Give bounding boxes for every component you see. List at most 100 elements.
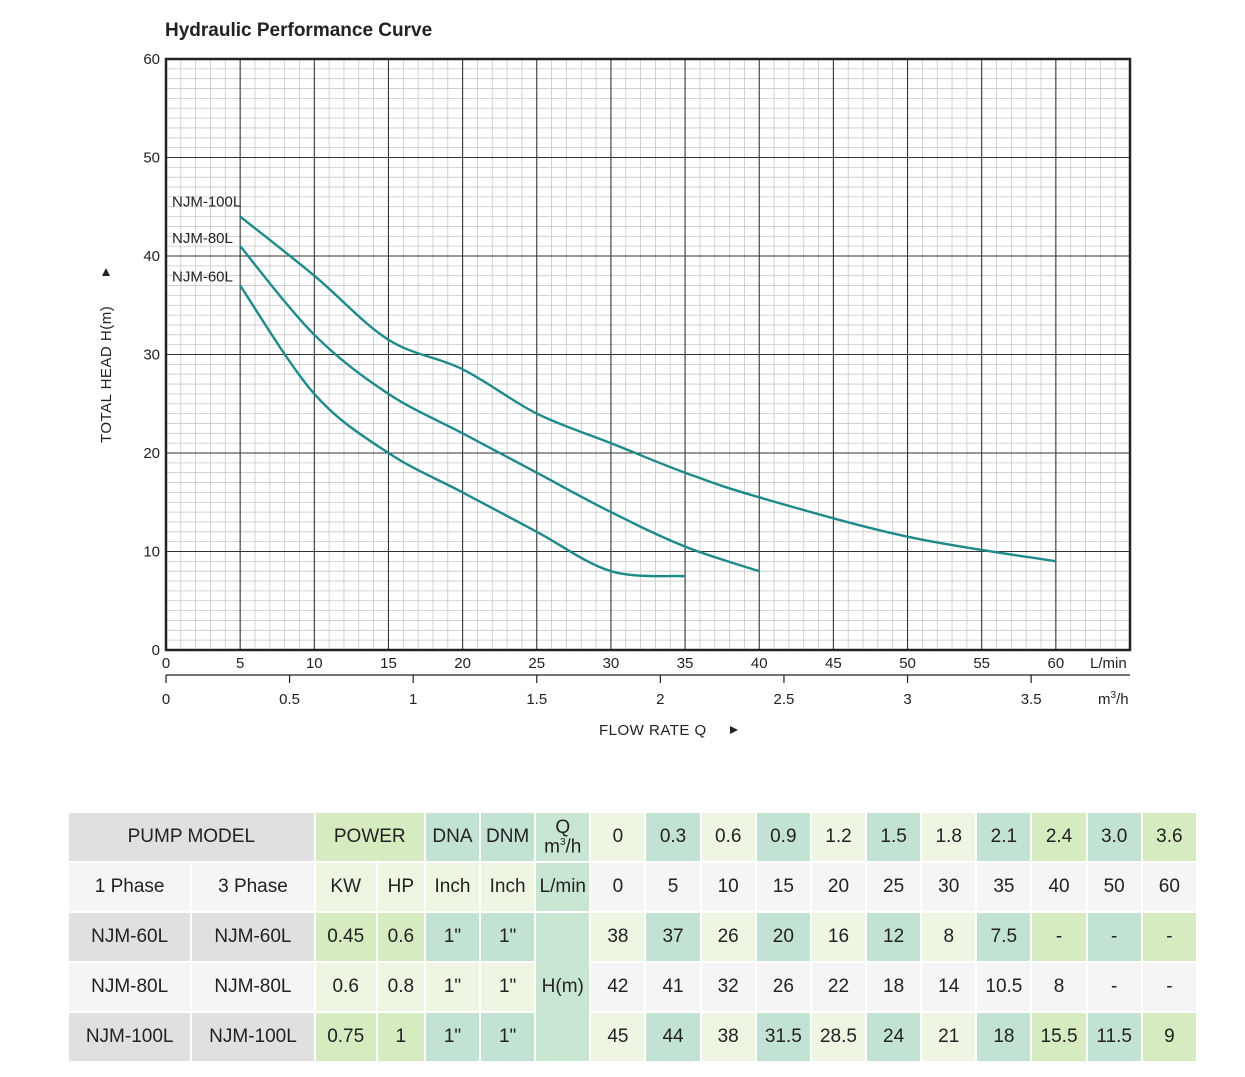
x-unit-lmin: L/min	[1090, 655, 1127, 672]
dnm-unit: Inch	[479, 861, 537, 913]
head-cell: 44	[644, 1011, 702, 1063]
head-cell: -	[1085, 911, 1143, 963]
head-cell: 41	[644, 961, 702, 1013]
pump-model-header: PUMP MODEL	[67, 811, 316, 863]
table-row: NJM-100L NJM-100L 0.75 1 1" 1" 45 44 38 …	[66, 1011, 1199, 1063]
head-cell: 11.5	[1085, 1011, 1143, 1063]
y-tick-label: 20	[143, 445, 160, 462]
x2-tick-label: 1.5	[526, 691, 547, 708]
head-cell: 10.5	[975, 961, 1033, 1013]
model-1phase: NJM-100L	[66, 1011, 193, 1063]
q-lmin-cell: 35	[975, 861, 1033, 913]
model-1phase: NJM-60L	[66, 911, 193, 963]
dna-unit: Inch	[423, 861, 482, 913]
x-tick-label: 5	[236, 655, 244, 672]
series-layer: NJM-100L NJM-80L NJM-60L	[172, 194, 1057, 578]
x-tick-label: 0	[162, 655, 170, 672]
q-m3h-cell: 0.3	[644, 811, 702, 863]
head-cell: 14	[920, 961, 978, 1013]
performance-table: PUMP MODEL POWER DNA DNM Q m3/h 0 0.3 0.…	[66, 811, 1199, 1063]
x-tick-label: 15	[380, 655, 397, 672]
power-header: POWER	[313, 811, 426, 863]
head-cell: 7.5	[975, 911, 1033, 963]
q-lmin-cell: 20	[809, 861, 868, 913]
y-tick-label: 50	[143, 150, 160, 167]
head-cell: 26	[699, 911, 757, 963]
head-cell: 21	[920, 1011, 978, 1063]
phase3-header: 3 Phase	[190, 861, 316, 913]
q-header: Q m3/h	[534, 811, 592, 863]
head-cell: -	[1140, 911, 1199, 963]
kw-header: KW	[313, 861, 378, 913]
dna-value: 1"	[423, 1011, 482, 1063]
q-lmin-cell: 50	[1085, 861, 1143, 913]
head-cell: 26	[754, 961, 812, 1013]
q-lmin-cell: 25	[865, 861, 923, 913]
x2-tick-label: 0	[162, 691, 170, 708]
head-cell: 16	[809, 911, 868, 963]
hp-header: HP	[375, 861, 426, 913]
x2-tick-label: 0.5	[279, 691, 300, 708]
table-row: NJM-80L NJM-80L 0.6 0.8 1" 1" 42 41 32 2…	[66, 961, 1199, 1013]
series-line-njm-100l	[239, 215, 1057, 563]
q-lmin-cell: 15	[754, 861, 812, 913]
axis-layer: 0 5 10 15 20 25 30 35 40 45 50 55 60 0 10 20 30 40 50 60 0 0.…	[143, 51, 1130, 708]
kw-value: 0.75	[313, 1011, 378, 1063]
head-cell: 24	[865, 1011, 923, 1063]
x-tick-label: 35	[677, 655, 694, 672]
q-lmin-cell: 5	[644, 861, 702, 913]
q-lmin-cell: 40	[1030, 861, 1088, 913]
q-m3h-cell: 2.4	[1030, 811, 1088, 863]
y-tick-label: 60	[143, 51, 160, 68]
dnm-value: 1"	[479, 911, 537, 963]
x2-tick-label: 3.5	[1021, 691, 1042, 708]
q-unit-tail: /h	[565, 836, 582, 858]
y-tick-label: 30	[143, 347, 160, 364]
series-label: NJM-60L	[172, 269, 233, 286]
q-m3h-cell: 1.5	[865, 811, 923, 863]
plot-frame	[164, 57, 1132, 652]
hp-value: 1	[375, 1011, 426, 1063]
q-m3h-cell: 0.6	[699, 811, 757, 863]
q-m3h-cell: 2.1	[975, 811, 1033, 863]
head-cell: 9	[1140, 1011, 1199, 1063]
head-cell: 31.5	[754, 1011, 812, 1063]
dnm-header: DNM	[479, 811, 537, 863]
head-cell: 42	[589, 961, 647, 1013]
x-axis-arrow-icon	[730, 726, 738, 734]
x-tick-label: 30	[603, 655, 620, 672]
dna-value: 1"	[423, 911, 482, 963]
head-cell: 18	[865, 961, 923, 1013]
head-cell: 38	[589, 911, 647, 963]
head-cell: 22	[809, 961, 868, 1013]
head-cell: -	[1085, 961, 1143, 1013]
x2-tick-label: 1	[409, 691, 417, 708]
model-3phase: NJM-80L	[190, 961, 316, 1013]
head-cell: 32	[699, 961, 757, 1013]
q-lmin-cell: 10	[699, 861, 757, 913]
hm-label: H(m)	[534, 911, 592, 1063]
phase1-header: 1 Phase	[66, 861, 193, 913]
x-axis-label: FLOW RATE Q	[599, 722, 707, 739]
table-row: NJM-60L NJM-60L 0.45 0.6 1" 1" H(m) 38 3…	[66, 911, 1199, 1063]
head-cell: 45	[589, 1011, 647, 1063]
dnm-value: 1"	[479, 961, 537, 1013]
series-label: NJM-100L	[172, 194, 241, 211]
performance-chart: Hydraulic Performance Curve NJM-100LNJM-…	[98, 20, 1132, 739]
series-line-njm-80l	[239, 245, 760, 573]
x-tick-label: 25	[528, 655, 545, 672]
q-m3h-cell: 3.6	[1140, 811, 1199, 863]
dna-value: 1"	[423, 961, 482, 1013]
model-3phase: NJM-60L	[190, 911, 316, 963]
head-cell: -	[1030, 911, 1088, 963]
head-cell: -	[1140, 961, 1199, 1013]
kw-value: 0.6	[313, 961, 378, 1013]
x-tick-label: 60	[1048, 655, 1065, 672]
y-tick-label: 0	[152, 642, 160, 659]
hp-value: 0.8	[375, 961, 426, 1013]
q-lmin-cell: 0	[589, 861, 647, 913]
model-1phase: NJM-80L	[66, 961, 193, 1013]
head-cell: 37	[644, 911, 702, 963]
x-tick-label: 10	[306, 655, 323, 672]
x2-tick-label: 2	[656, 691, 664, 708]
